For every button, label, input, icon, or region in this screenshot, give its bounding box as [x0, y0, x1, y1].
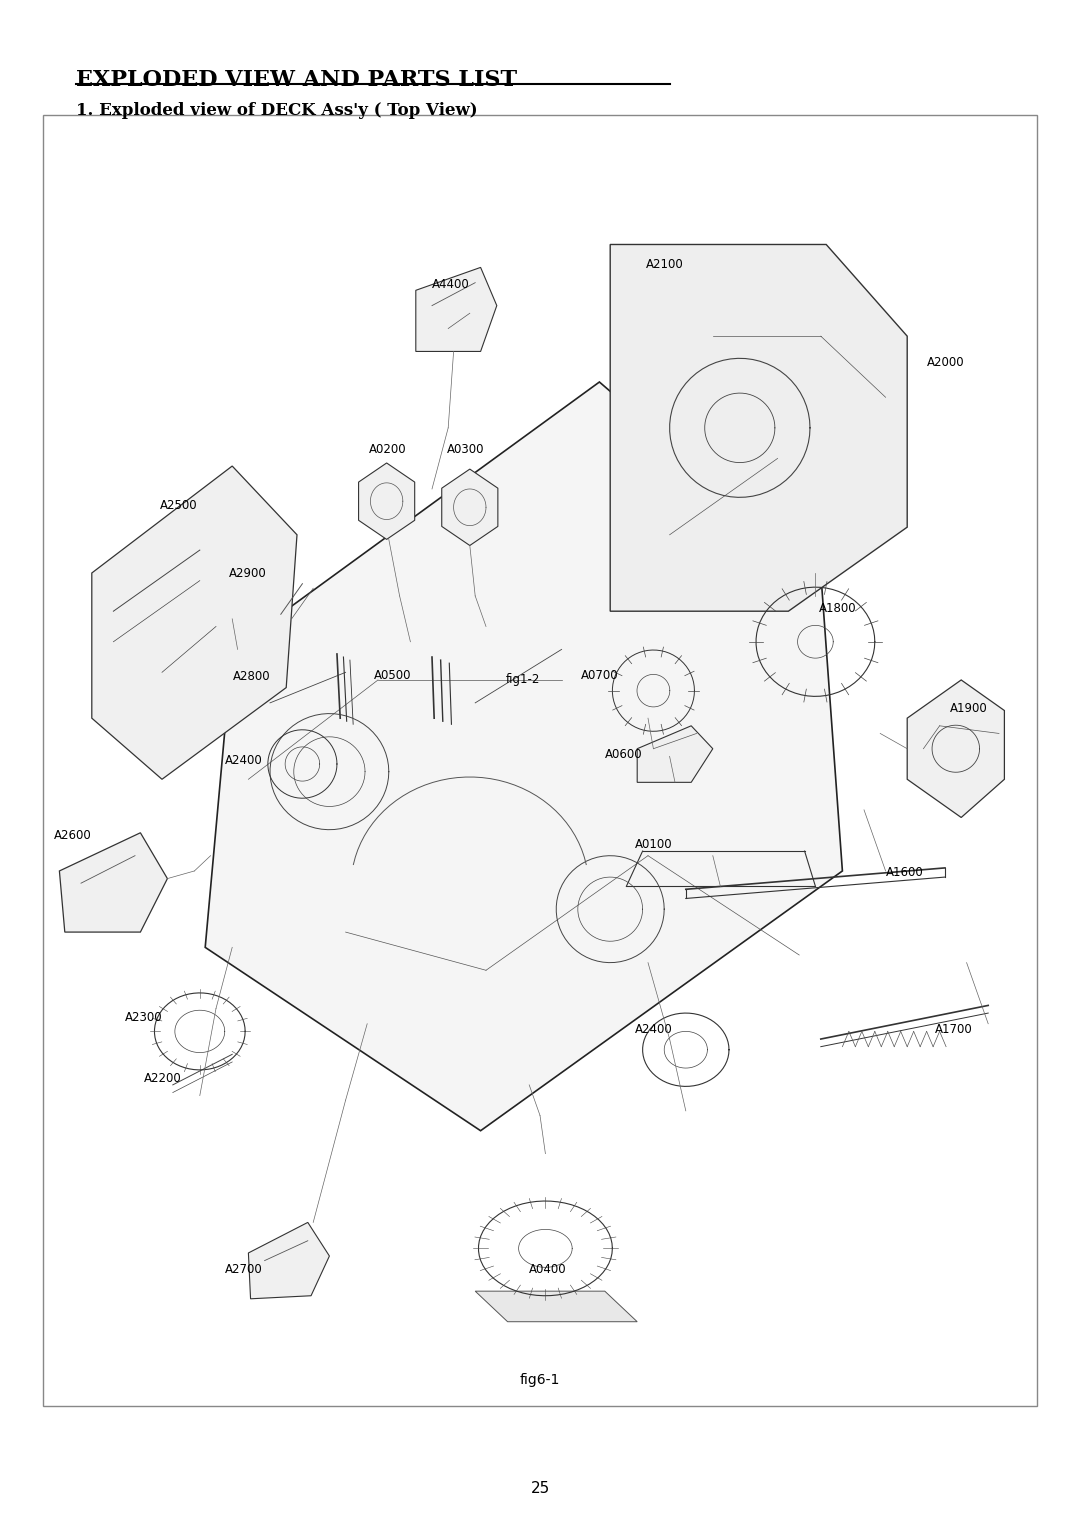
Polygon shape — [359, 463, 415, 539]
Text: 25: 25 — [530, 1481, 550, 1496]
Text: A2500: A2500 — [160, 500, 198, 512]
Polygon shape — [416, 267, 497, 351]
Text: A1600: A1600 — [886, 866, 923, 879]
Polygon shape — [637, 726, 713, 782]
Text: 1. Exploded view of DECK Ass'y ( Top View): 1. Exploded view of DECK Ass'y ( Top Vie… — [76, 102, 477, 119]
Polygon shape — [475, 1291, 637, 1322]
Text: A2100: A2100 — [646, 258, 684, 270]
Text: fig6-1: fig6-1 — [519, 1372, 561, 1387]
Text: A0600: A0600 — [605, 749, 643, 761]
Polygon shape — [59, 833, 167, 932]
Text: A0100: A0100 — [635, 839, 673, 851]
Text: EXPLODED VIEW AND PARTS LIST: EXPLODED VIEW AND PARTS LIST — [76, 69, 516, 90]
Text: A2400: A2400 — [635, 1024, 673, 1036]
Text: A0200: A0200 — [369, 443, 407, 455]
Text: A1800: A1800 — [819, 602, 856, 614]
Text: A2900: A2900 — [229, 567, 267, 579]
Text: A2000: A2000 — [927, 356, 964, 368]
Text: A2800: A2800 — [233, 671, 271, 683]
Polygon shape — [610, 244, 907, 611]
Text: A0300: A0300 — [447, 443, 485, 455]
Text: fig1-2: fig1-2 — [505, 674, 540, 686]
Text: A1700: A1700 — [935, 1024, 973, 1036]
Text: A2600: A2600 — [54, 830, 92, 842]
Text: A2200: A2200 — [144, 1073, 181, 1085]
Polygon shape — [92, 466, 297, 779]
Text: A1900: A1900 — [950, 703, 988, 715]
Text: A2300: A2300 — [125, 1012, 163, 1024]
Text: A0700: A0700 — [581, 669, 619, 681]
Text: A4400: A4400 — [432, 278, 470, 290]
Text: A0400: A0400 — [529, 1264, 567, 1276]
Polygon shape — [205, 382, 842, 1131]
FancyBboxPatch shape — [43, 115, 1037, 1406]
Text: A0500: A0500 — [374, 669, 411, 681]
Polygon shape — [248, 1222, 329, 1299]
Text: A2400: A2400 — [225, 755, 262, 767]
Text: A2700: A2700 — [225, 1264, 262, 1276]
Polygon shape — [907, 680, 1004, 817]
Polygon shape — [442, 469, 498, 545]
